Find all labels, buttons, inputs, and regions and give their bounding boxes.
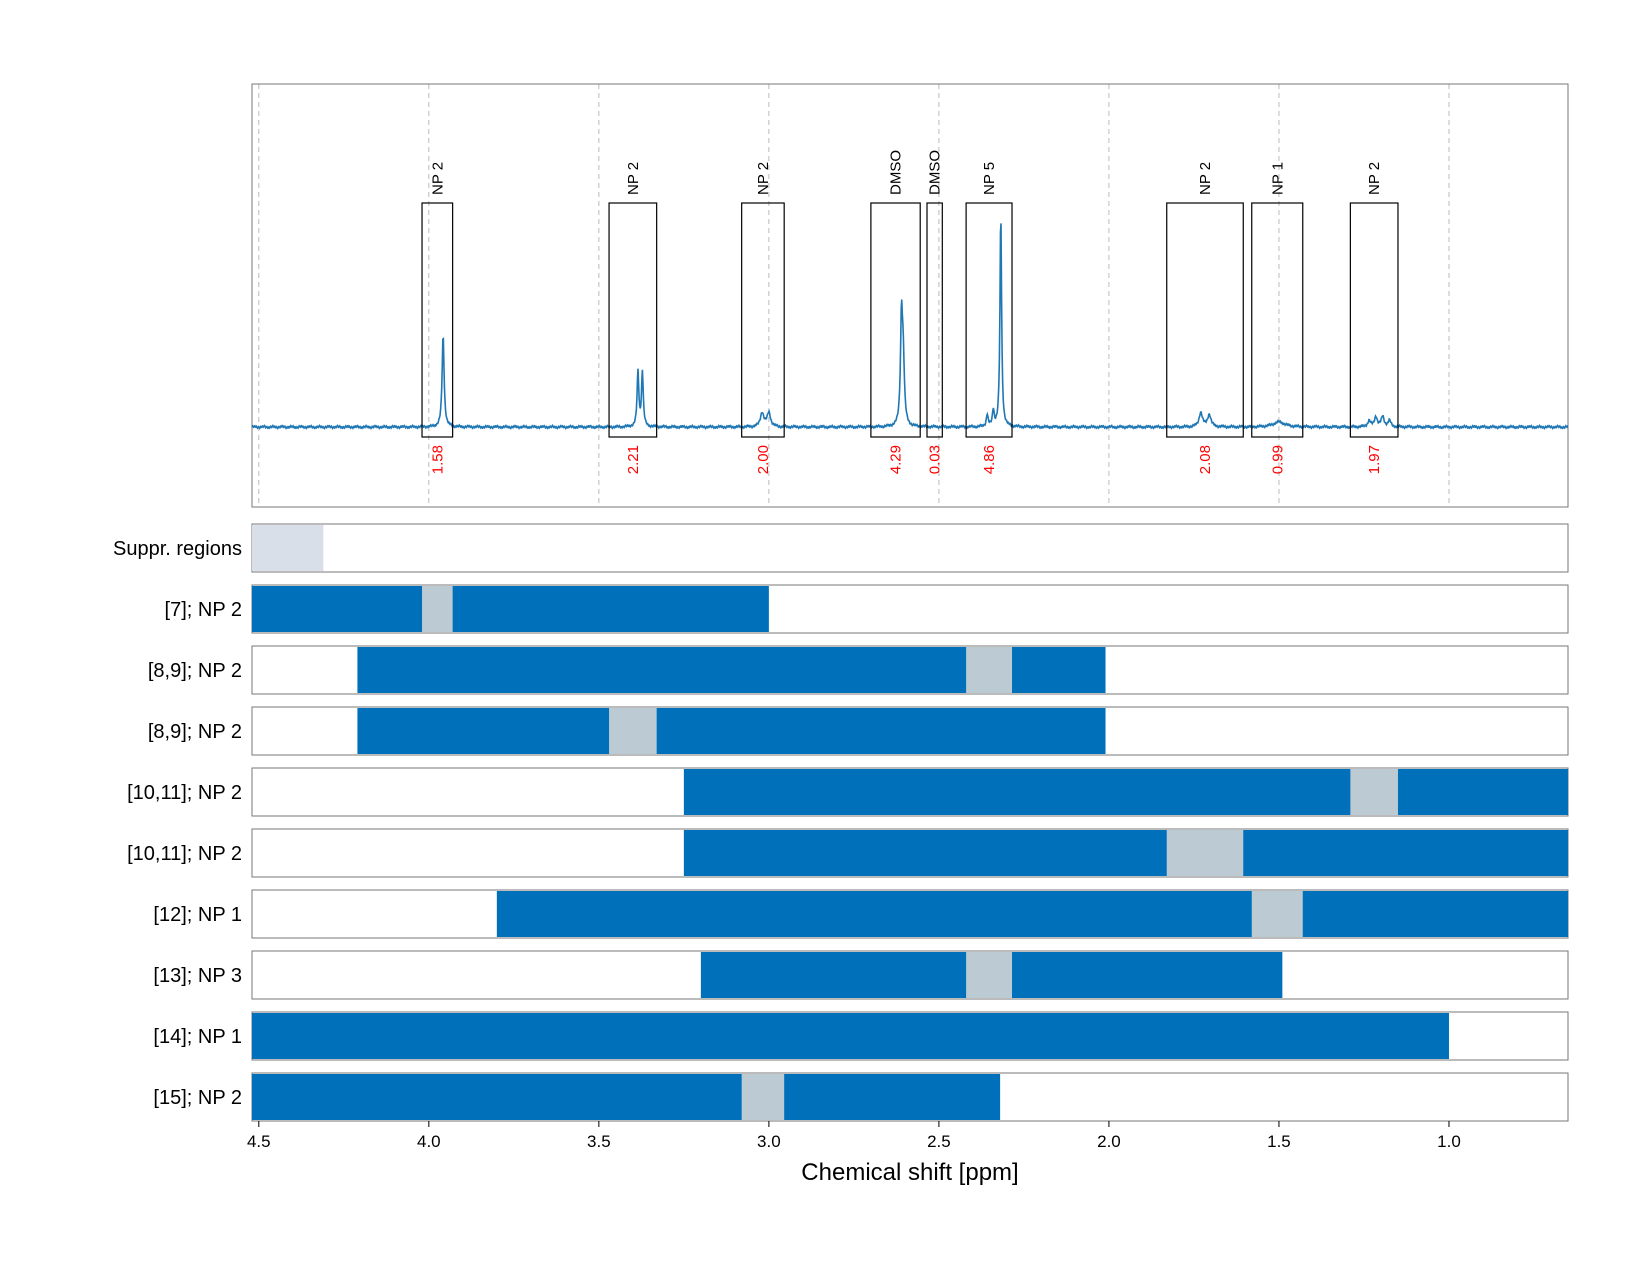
- spectrum-line: [251, 223, 1569, 430]
- row-bar-4: [683, 769, 1568, 815]
- row-gap-6: [1251, 891, 1303, 937]
- peak-box-8: [1349, 202, 1399, 438]
- row-gap-7: [966, 952, 1013, 998]
- peak-integral-7: 0.99: [1269, 445, 1286, 474]
- x-tick-label-7: 1.0: [1437, 1132, 1461, 1151]
- peak-label-0: NP 2: [429, 162, 446, 195]
- x-tick-label-4: 2.5: [927, 1132, 951, 1151]
- x-tick-label-5: 2.0: [1097, 1132, 1121, 1151]
- x-tick-label-6: 1.5: [1267, 1132, 1291, 1151]
- row-frame-0: [251, 523, 1569, 573]
- peak-integral-4: 0.03: [927, 445, 944, 474]
- peak-label-1: NP 2: [625, 162, 642, 195]
- peak-integral-3: 4.29: [888, 445, 905, 474]
- row-label-6: [12]; NP 1: [153, 904, 242, 926]
- row-label-7: [13]; NP 3: [153, 965, 242, 987]
- x-tick-label-3: 3.0: [757, 1132, 781, 1151]
- peak-box-7: [1251, 202, 1304, 438]
- row-gap-5: [1166, 830, 1244, 876]
- row-label-9: [15]; NP 2: [153, 1087, 242, 1109]
- peak-box-3: [870, 202, 921, 438]
- row-label-8: [14]; NP 1: [153, 1026, 242, 1048]
- peak-box-1: [608, 202, 658, 438]
- row-gap-4: [1350, 769, 1398, 815]
- row-gap-1: [422, 586, 453, 632]
- x-axis-title: Chemical shift [ppm]: [801, 1159, 1018, 1186]
- peak-label-6: NP 2: [1197, 162, 1214, 195]
- peak-integral-0: 1.58: [429, 445, 446, 474]
- peak-label-4: DMSO: [927, 150, 944, 195]
- spectrum-frame: [251, 83, 1569, 508]
- row-label-0: Suppr. regions: [113, 538, 242, 560]
- peak-integral-2: 2.00: [755, 445, 772, 474]
- row-gap-3: [609, 708, 657, 754]
- peak-label-5: NP 5: [981, 162, 998, 195]
- row-label-2: [8,9]; NP 2: [148, 660, 242, 682]
- x-tick-label-2: 3.5: [587, 1132, 611, 1151]
- peak-box-0: [421, 202, 454, 438]
- peak-label-8: NP 2: [1366, 162, 1383, 195]
- row-label-1: [7]; NP 2: [165, 599, 242, 621]
- row-label-5: [10,11]; NP 2: [127, 843, 242, 865]
- row-gap-2: [966, 647, 1013, 693]
- row-bar-6: [496, 891, 1569, 937]
- region-rows: Suppr. regions [7]; NP 2 [8,9]; NP 2 [8,9];…: [113, 523, 1569, 1122]
- peak-integral-5: 4.86: [981, 445, 998, 474]
- peak-box-6: [1166, 202, 1244, 438]
- peak-label-3: DMSO: [888, 150, 905, 195]
- peak-integral-8: 1.97: [1366, 445, 1383, 474]
- row-bar-5: [683, 830, 1568, 876]
- row-bar-8: [252, 1013, 1449, 1059]
- peak-integral-6: 2.08: [1197, 445, 1214, 474]
- row-gap-9: [741, 1074, 785, 1120]
- peak-box-4: [926, 202, 943, 438]
- row-bar-3: [357, 708, 1106, 754]
- spectrum-panel: NP 2 1.58 NP 2 2.21 NP 2 2.00 DMSO 4.29 DMSO 0.03…: [251, 83, 1569, 508]
- peak-box-5: [965, 202, 1013, 438]
- peak-label-7: NP 1: [1269, 162, 1286, 195]
- x-tick-label-1: 4.0: [417, 1132, 441, 1151]
- x-tick-label-0: 4.5: [247, 1132, 271, 1151]
- suppressed-region-0: [252, 525, 324, 571]
- row-bar-1: [252, 586, 769, 632]
- x-axis: 4.5 4.0 3.5 3.0 2.5 2.0 1.5 1.0: [247, 1121, 1461, 1151]
- row-label-4: [10,11]; NP 2: [127, 782, 242, 804]
- peak-label-2: NP 2: [755, 162, 772, 195]
- peak-integral-1: 2.21: [625, 445, 642, 474]
- row-bar-9: [252, 1074, 1001, 1120]
- peak-box-2: [741, 202, 785, 438]
- row-label-3: [8,9]; NP 2: [148, 721, 242, 743]
